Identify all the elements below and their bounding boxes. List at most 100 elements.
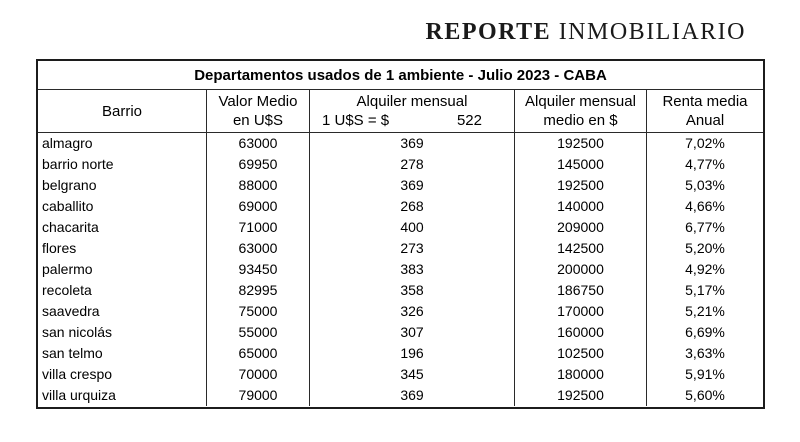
table-body: almagro 63000 369 192500 7,02% barrio no… <box>38 133 763 407</box>
cell-renta-anual: 5,20% <box>646 238 763 259</box>
cell-alquiler-medio: 170000 <box>514 301 646 322</box>
cell-renta-anual: 4,66% <box>646 196 763 217</box>
report-table: Departamentos usados de 1 ambiente - Jul… <box>36 59 765 409</box>
cell-barrio: saavedra <box>42 303 100 319</box>
cell-barrio: belgrano <box>42 177 97 193</box>
header-renta-line1: Renta media <box>662 93 748 110</box>
cell-alquiler-mensual: 369 <box>309 385 514 406</box>
cell-valor-medio: 79000 <box>206 385 309 406</box>
cell-renta-anual: 5,17% <box>646 280 763 301</box>
table-row: belgrano 88000 369 192500 5,03% <box>38 175 763 196</box>
cell-alquiler-mensual: 278 <box>309 154 514 175</box>
cell-alquiler-medio: 192500 <box>514 385 646 406</box>
cell-renta-anual: 6,69% <box>646 322 763 343</box>
cell-alquiler-medio: 192500 <box>514 133 646 154</box>
cell-barrio: palermo <box>42 261 93 277</box>
cell-renta-anual: 7,02% <box>646 133 763 154</box>
cell-renta-anual: 4,77% <box>646 154 763 175</box>
header-valor-medio: Valor Medio en U$S <box>206 90 309 132</box>
cell-alquiler-mensual: 273 <box>309 238 514 259</box>
table-row: villa crespo 70000 345 180000 5,91% <box>38 364 763 385</box>
cell-alquiler-medio: 145000 <box>514 154 646 175</box>
table-header: Barrio Valor Medio en U$S Alquiler mensu… <box>38 90 763 133</box>
header-barrio-label: Barrio <box>101 102 142 120</box>
exchange-rate-value: 522 <box>456 112 482 129</box>
table-row: chacarita 71000 400 209000 6,77% <box>38 217 763 238</box>
table-title: Departamentos usados de 1 ambiente - Jul… <box>38 61 763 90</box>
cell-renta-anual: 5,60% <box>646 385 763 406</box>
cell-alquiler-medio: 192500 <box>514 175 646 196</box>
cell-alquiler-medio: 186750 <box>514 280 646 301</box>
table-row: san telmo 65000 196 102500 3,63% <box>38 343 763 364</box>
cell-barrio: recoleta <box>42 282 92 298</box>
cell-alquiler-medio: 160000 <box>514 322 646 343</box>
cell-valor-medio: 63000 <box>206 238 309 259</box>
cell-valor-medio: 75000 <box>206 301 309 322</box>
cell-valor-medio: 69000 <box>206 196 309 217</box>
cell-valor-medio: 70000 <box>206 364 309 385</box>
cell-barrio: villa urquiza <box>42 387 116 403</box>
cell-barrio: barrio norte <box>42 156 114 172</box>
cell-alquiler-medio: 102500 <box>514 343 646 364</box>
cell-valor-medio: 93450 <box>206 259 309 280</box>
header-alquiler-medio-line2: medio en $ <box>543 112 618 129</box>
cell-alquiler-mensual: 369 <box>309 133 514 154</box>
cell-barrio: villa crespo <box>42 366 113 382</box>
header-valor-line1: Valor Medio <box>218 93 298 110</box>
cell-renta-anual: 3,63% <box>646 343 763 364</box>
header-valor-line2: en U$S <box>232 112 284 129</box>
header-alquiler-medio-line1: Alquiler mensual <box>525 93 636 110</box>
cell-valor-medio: 65000 <box>206 343 309 364</box>
cell-alquiler-mensual: 307 <box>309 322 514 343</box>
exchange-rate-label: 1 U$S = $ <box>322 112 390 129</box>
cell-alquiler-mensual: 345 <box>309 364 514 385</box>
cell-alquiler-mensual: 400 <box>309 217 514 238</box>
cell-alquiler-medio: 209000 <box>514 217 646 238</box>
cell-barrio: flores <box>42 240 77 256</box>
cell-renta-anual: 6,77% <box>646 217 763 238</box>
cell-valor-medio: 82995 <box>206 280 309 301</box>
table-row: saavedra 75000 326 170000 5,21% <box>38 301 763 322</box>
header-renta-media: Renta media Anual <box>646 90 763 132</box>
cell-alquiler-mensual: 326 <box>309 301 514 322</box>
table-row: barrio norte 69950 278 145000 4,77% <box>38 154 763 175</box>
cell-renta-anual: 4,92% <box>646 259 763 280</box>
cell-renta-anual: 5,03% <box>646 175 763 196</box>
cell-alquiler-mensual: 358 <box>309 280 514 301</box>
header-renta-line2: Anual <box>685 112 725 129</box>
cell-alquiler-mensual: 196 <box>309 343 514 364</box>
cell-valor-medio: 55000 <box>206 322 309 343</box>
cell-barrio: almagro <box>42 135 93 151</box>
cell-barrio: chacarita <box>42 219 99 235</box>
logo-text-regular: INMOBILIARIO <box>551 19 746 45</box>
cell-alquiler-medio: 200000 <box>514 259 646 280</box>
cell-barrio: san telmo <box>42 345 103 361</box>
table-row: almagro 63000 369 192500 7,02% <box>38 133 763 154</box>
table-row: palermo 93450 383 200000 4,92% <box>38 259 763 280</box>
cell-valor-medio: 71000 <box>206 217 309 238</box>
cell-valor-medio: 88000 <box>206 175 309 196</box>
table-row: caballito 69000 268 140000 4,66% <box>38 196 763 217</box>
cell-alquiler-mensual: 369 <box>309 175 514 196</box>
cell-renta-anual: 5,91% <box>646 364 763 385</box>
logo-text-bold: REPORTE <box>425 19 552 45</box>
header-barrio: Barrio <box>38 90 206 132</box>
cell-alquiler-medio: 180000 <box>514 364 646 385</box>
cell-barrio: san nicolás <box>42 324 113 340</box>
header-alquiler-mensual: Alquiler mensual 1 U$S = $ 522 <box>309 90 514 132</box>
table-row: villa urquiza 79000 369 192500 5,60% <box>38 385 763 406</box>
cell-valor-medio: 69950 <box>206 154 309 175</box>
table-row: san nicolás 55000 307 160000 6,69% <box>38 322 763 343</box>
cell-alquiler-medio: 140000 <box>514 196 646 217</box>
table-row: flores 63000 273 142500 5,20% <box>38 238 763 259</box>
cell-alquiler-mensual: 268 <box>309 196 514 217</box>
cell-alquiler-medio: 142500 <box>514 238 646 259</box>
cell-barrio: caballito <box>42 198 94 214</box>
reporte-inmobiliario-logo: REPORTE INMOBILIARIO <box>426 19 746 46</box>
exchange-rate-line: 1 U$S = $ 522 <box>310 111 514 130</box>
header-alquiler-medio: Alquiler mensual medio en $ <box>514 90 646 132</box>
cell-valor-medio: 63000 <box>206 133 309 154</box>
cell-alquiler-mensual: 383 <box>309 259 514 280</box>
header-alquiler-line1: Alquiler mensual <box>356 93 468 110</box>
cell-renta-anual: 5,21% <box>646 301 763 322</box>
